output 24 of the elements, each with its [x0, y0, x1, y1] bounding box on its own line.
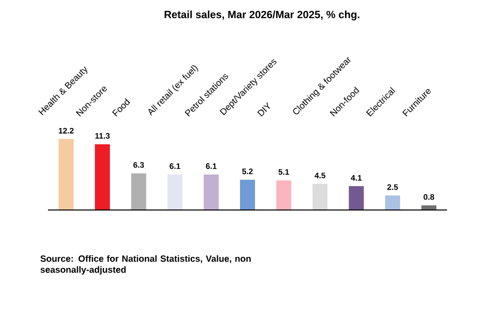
data-label: 5.2	[242, 168, 253, 174]
bar	[94, 144, 110, 210]
data-label: 6.1	[170, 163, 180, 169]
data-label: 4.5	[314, 172, 326, 178]
bar	[276, 180, 292, 210]
bar	[204, 174, 219, 210]
data-label: 11.3	[95, 133, 110, 139]
data-label: 6.1	[206, 163, 217, 169]
bar	[131, 173, 146, 210]
bar	[385, 195, 400, 210]
data-label: 5.1	[278, 169, 290, 175]
bar	[58, 139, 74, 210]
data-label: 2.5	[387, 184, 398, 190]
x-tick-label: DIY	[257, 102, 270, 117]
data-label: 6.3	[133, 162, 144, 168]
bar	[348, 186, 364, 210]
bar	[167, 174, 182, 210]
chart-title: Retail sales, Mar 2026/Mar 2025, % chg.	[164, 10, 360, 20]
data-label: 4.1	[350, 175, 362, 181]
bar	[240, 180, 256, 210]
data-label: 0.8	[424, 194, 434, 200]
source-note: Source: Office for National Statistics, Value, non seasonally-adjusted	[40, 255, 251, 275]
bar	[312, 184, 328, 210]
data-label: 12.2	[58, 128, 74, 134]
